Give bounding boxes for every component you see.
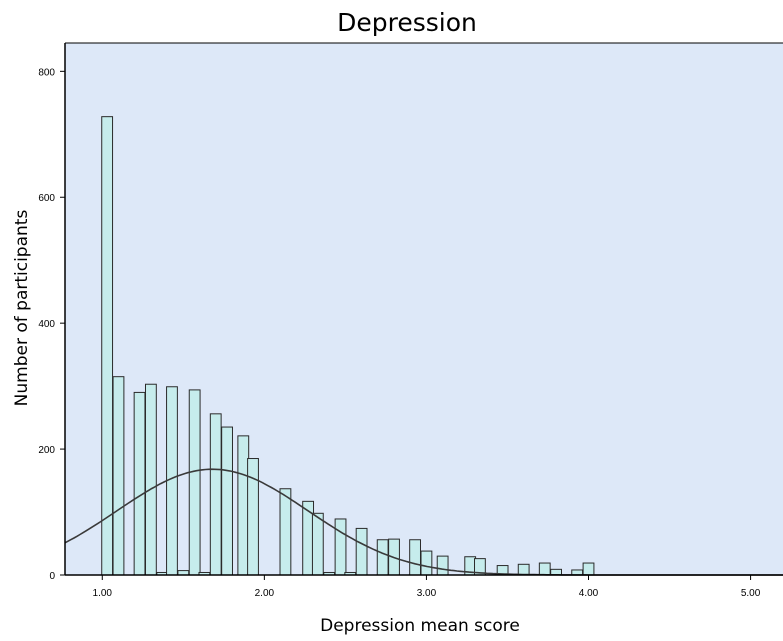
histogram-bar-14 [302, 500, 315, 576]
histogram-bar-10 [221, 426, 233, 576]
x-axis-label: Depression mean score [320, 616, 520, 636]
y-tick-label-2: 400 [38, 319, 55, 330]
histogram-bar-32 [582, 562, 595, 576]
histogram-bar-7 [188, 389, 201, 576]
histogram-bar-1 [112, 376, 125, 576]
histogram-bar-2 [133, 391, 146, 576]
histogram-bar-22 [409, 539, 421, 576]
histogram-bar-19 [355, 527, 368, 576]
plot-background [65, 43, 783, 575]
histogram-bar-24 [436, 555, 449, 576]
histogram-bar-28 [517, 563, 530, 576]
histogram-bar-11 [237, 435, 250, 576]
histogram-bar-13 [279, 488, 292, 576]
x-tick-label-0: 1.00 [93, 588, 113, 599]
histogram-bar-0 [101, 116, 114, 576]
histogram-bar-15 [311, 512, 324, 576]
histogram-bar-9 [209, 413, 222, 576]
histogram-bar-23 [420, 550, 433, 576]
y-tick-label-4: 800 [38, 67, 55, 78]
histogram-bar-29 [538, 562, 551, 576]
chart-title: Depression [337, 8, 477, 37]
x-tick-label-1: 2.00 [255, 588, 275, 599]
y-tick-label-3: 600 [38, 193, 55, 204]
histogram-bar-3 [144, 383, 157, 576]
histogram-bar-17 [334, 518, 347, 576]
y-tick-label-0: 0 [49, 571, 55, 582]
x-tick-label-2: 3.00 [417, 588, 437, 599]
axes-group: 1.00 2.00 3.00 4.00 5.00 0 200 400 600 800 [38, 42, 783, 599]
histogram-bar-20 [376, 539, 389, 576]
y-tick-label-1: 200 [38, 445, 55, 456]
x-tick-label-3: 4.00 [579, 588, 599, 599]
y-axis-label: Number of participants [12, 210, 32, 407]
x-tick-label-4: 5.00 [741, 588, 761, 599]
